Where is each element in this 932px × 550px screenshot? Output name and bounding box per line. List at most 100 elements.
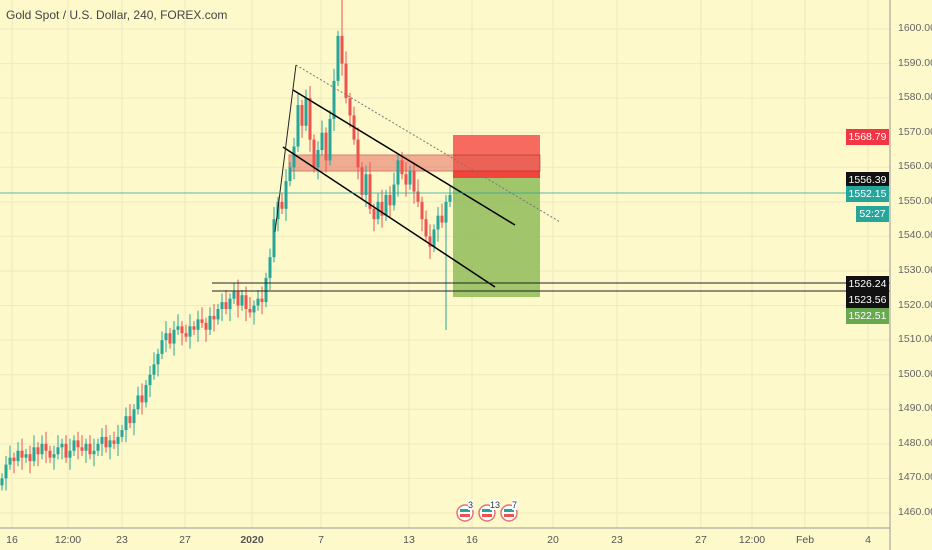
candle-body <box>128 416 132 424</box>
price-label: 1523.56 <box>846 292 889 309</box>
event-count: 7 <box>512 500 518 510</box>
price-tick: 1590.00 <box>898 56 932 69</box>
candle-body <box>152 364 156 375</box>
candle-body <box>440 215 444 223</box>
time-label: 7 <box>318 534 324 546</box>
event-count: 13 <box>490 500 501 510</box>
candle-body <box>260 298 264 303</box>
candle-body <box>216 309 220 320</box>
candle-body <box>64 443 68 458</box>
candle-body <box>104 436 108 448</box>
price-tick: 1490.00 <box>898 402 932 415</box>
candle-body <box>156 353 160 365</box>
price-label: 1552.15 <box>846 186 889 203</box>
candle-body <box>148 374 152 386</box>
candle-body <box>12 457 16 462</box>
candle-body <box>136 395 140 410</box>
candle-body <box>364 174 368 195</box>
candle-body <box>120 430 124 437</box>
candle-body <box>108 440 112 448</box>
candle-body <box>192 326 196 330</box>
candle-body <box>432 229 436 247</box>
price-tick: 1510.00 <box>898 333 932 346</box>
candle-body <box>172 329 176 344</box>
channel-lower <box>282 146 496 288</box>
economic-event-icon[interactable]: 7 <box>499 500 521 523</box>
price-tick: 1480.00 <box>898 436 932 449</box>
time-label: 12:00 <box>738 534 766 546</box>
candle-body <box>20 450 24 458</box>
candle-body <box>304 98 308 126</box>
candle-body <box>252 305 256 313</box>
price-tick: 1550.00 <box>898 194 932 207</box>
candle-body <box>416 191 420 202</box>
candle-body <box>332 80 336 119</box>
candle-body <box>144 385 148 403</box>
candle-body <box>208 315 212 330</box>
candle-body <box>184 333 188 337</box>
time-label: 13 <box>403 534 415 546</box>
candle-body <box>256 298 260 306</box>
candle-body <box>268 257 272 278</box>
candle-body <box>92 450 96 455</box>
candle-body <box>388 194 392 206</box>
candle-body <box>200 319 204 323</box>
candle-body <box>348 98 352 116</box>
candle-body <box>248 309 252 313</box>
candle-body <box>188 326 192 337</box>
candle-body <box>320 132 324 150</box>
time-label: 20 <box>547 534 559 546</box>
price-tick: 1600.00 <box>898 22 932 34</box>
candle-body <box>336 35 340 81</box>
price-tick: 1570.00 <box>898 125 932 138</box>
candle-body <box>68 450 72 458</box>
price-label: 1526.24 <box>846 275 889 292</box>
time-label: 2020 <box>240 534 264 546</box>
price-tick: 1580.00 <box>898 91 932 104</box>
price-tick: 1470.00 <box>898 471 932 484</box>
candle-body <box>288 167 292 182</box>
candle-body <box>360 167 364 195</box>
candle-body <box>404 174 408 185</box>
candle-body <box>240 295 244 306</box>
price-label: 1522.51 <box>846 307 889 324</box>
channel-upper <box>292 89 516 226</box>
candle-body <box>412 170 416 192</box>
candle-body <box>264 277 268 303</box>
price-label: 52:27 <box>856 205 889 222</box>
time-label: Feb <box>795 534 815 546</box>
candle-body <box>180 326 184 334</box>
candle-body <box>4 464 8 479</box>
economic-event-icon[interactable]: 13 <box>477 500 501 523</box>
price-tick: 1530.00 <box>898 263 932 276</box>
candle-body <box>296 105 300 147</box>
candle-body <box>16 450 20 462</box>
time-label: 12:00 <box>54 534 82 546</box>
candle-body <box>116 436 120 444</box>
take-profit-zone <box>453 178 540 297</box>
candle-body <box>232 291 236 299</box>
candle-body <box>272 219 276 258</box>
candle-body <box>344 63 348 99</box>
candle-body <box>44 443 48 451</box>
candle-body <box>292 146 296 168</box>
price-tick: 1560.00 <box>898 160 932 173</box>
time-label: 23 <box>116 534 128 546</box>
candle-body <box>424 219 428 237</box>
candle-body <box>368 174 372 209</box>
candle-body <box>76 440 80 448</box>
candle-body <box>48 450 52 458</box>
candle-body <box>176 326 180 330</box>
candle-body <box>0 478 4 486</box>
candle-body <box>280 201 284 209</box>
candle-body <box>236 291 240 306</box>
economic-event-icon[interactable]: 3 <box>455 500 477 523</box>
candle-body <box>32 447 36 462</box>
candle-body <box>196 319 200 330</box>
candle-body <box>436 215 440 230</box>
candle-body <box>396 160 400 185</box>
candle-body <box>112 440 116 444</box>
candle-body <box>400 160 404 175</box>
candle-body <box>24 454 28 458</box>
